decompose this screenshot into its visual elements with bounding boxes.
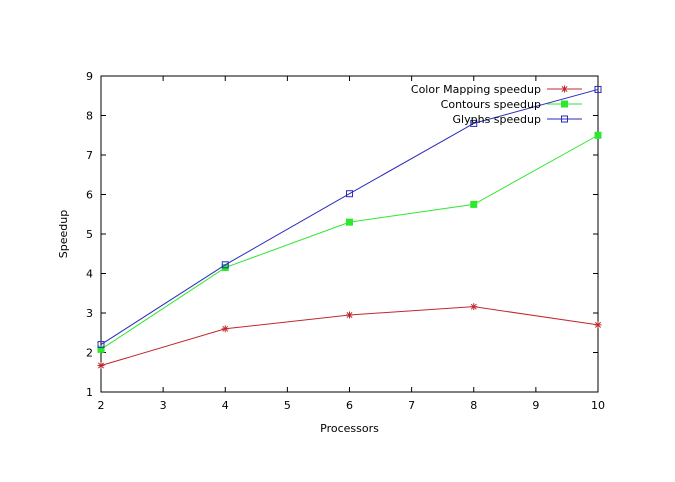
legend-label: Color Mapping speedup [411, 83, 541, 96]
data-point [594, 85, 602, 93]
y-tick-label: 2 [86, 347, 93, 360]
y-axis-label: Speedup [57, 210, 70, 258]
data-point [470, 119, 478, 127]
data-point [470, 200, 478, 208]
legend-marker [561, 85, 568, 93]
series-1 [97, 131, 602, 353]
y-tick-label: 3 [86, 307, 93, 320]
legend-marker [561, 100, 568, 108]
y-tick-label: 5 [86, 228, 93, 241]
data-point [97, 345, 105, 353]
legend-entry: Contours speedup [441, 98, 582, 111]
y-tick-label: 4 [86, 268, 93, 281]
x-tick-label: 2 [98, 399, 105, 412]
x-axis-ticks: 2 3 4 5 6 7 8 9 10 [98, 76, 605, 412]
series-0 [97, 303, 602, 370]
x-tick-label: 10 [591, 399, 605, 412]
series-group [97, 85, 602, 370]
x-axis-label: Processors [320, 422, 379, 435]
data-point [470, 303, 478, 311]
series-2 [97, 85, 602, 349]
legend-entry: Glyphs speedup [453, 113, 582, 126]
data-point [346, 218, 353, 226]
legend-label: Glyphs speedup [453, 113, 541, 126]
data-point [221, 261, 229, 269]
x-tick-label: 8 [470, 399, 477, 412]
y-tick-label: 7 [86, 149, 93, 162]
x-tick-label: 3 [160, 399, 167, 412]
data-point [97, 362, 105, 370]
legend-entry: Color Mapping speedup [411, 83, 582, 96]
y-tick-label: 6 [86, 189, 93, 202]
data-point [346, 190, 353, 198]
data-point [221, 325, 229, 333]
series-line [100, 88, 599, 346]
x-tick-label: 5 [284, 399, 291, 412]
y-axis-ticks: 1 2 3 4 5 6 7 8 9 [86, 70, 598, 399]
data-point [594, 321, 602, 329]
x-tick-label: 4 [222, 399, 229, 412]
legend: Color Mapping speedup Contours speedup Gly… [411, 83, 582, 126]
data-point [594, 131, 602, 139]
data-point [97, 341, 105, 349]
legend-marker [561, 115, 568, 123]
x-tick-label: 6 [346, 399, 353, 412]
legend-label: Contours speedup [441, 98, 541, 111]
x-tick-label: 9 [532, 399, 539, 412]
y-tick-label: 9 [86, 70, 93, 83]
x-tick-label: 7 [408, 399, 415, 412]
y-tick-label: 1 [86, 386, 93, 399]
y-tick-label: 8 [86, 110, 93, 123]
data-point [346, 311, 353, 319]
